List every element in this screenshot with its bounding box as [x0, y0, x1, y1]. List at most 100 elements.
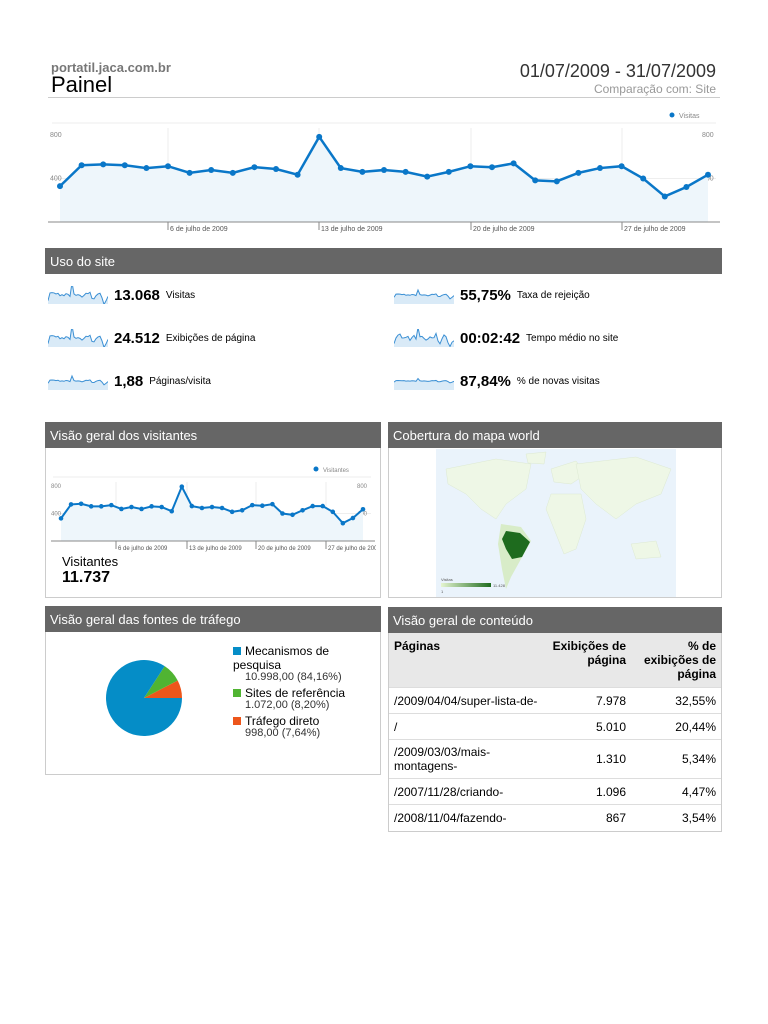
data-point	[209, 504, 215, 510]
data-point	[58, 516, 64, 521]
x-tick-label: 6 de julho de 2009	[170, 226, 228, 233]
metric-value: 55,75%	[460, 286, 511, 304]
x-tick-label: 20 de julho de 2009	[258, 546, 311, 552]
page-path[interactable]: /2009/03/03/mais-montagens-	[389, 739, 543, 779]
metric-item[interactable]: 24.512 Exibições de página	[48, 328, 255, 348]
visitors-overview-panel: Visitantes 6 de julho de 2009 13 de julho …	[45, 448, 381, 598]
metric-item[interactable]: 55,75% Taxa de rejeição	[394, 285, 590, 305]
data-point	[683, 183, 690, 190]
table-row[interactable]: /2009/04/04/super-lista-de- 7.978 32,55%	[389, 687, 721, 714]
data-point	[359, 168, 366, 175]
pageviews: 867	[543, 804, 631, 831]
data-point	[489, 164, 495, 171]
page-path[interactable]: /2009/04/04/super-lista-de-	[389, 687, 543, 714]
table-row[interactable]: /5.010 20,44%	[389, 713, 721, 740]
data-point	[251, 164, 258, 171]
data-point	[705, 171, 711, 178]
data-point	[260, 503, 265, 509]
data-point	[316, 133, 323, 140]
data-point	[199, 505, 205, 511]
metric-value: 13.068	[114, 286, 160, 304]
data-point	[219, 505, 225, 511]
legend-item: Sites de referência 1.072,00 (8,20%)	[233, 686, 373, 711]
legend-item: Tráfego direto 998,00 (7,64%)	[233, 714, 373, 739]
metric-item[interactable]: 1,88 Páginas/visita	[48, 371, 211, 391]
pageview-pct: 20,44%	[631, 713, 721, 740]
data-point	[98, 504, 104, 509]
data-point	[310, 503, 315, 509]
data-point	[68, 502, 74, 507]
data-point	[294, 171, 301, 178]
pageviews: 1.310	[543, 739, 631, 779]
data-point	[139, 506, 144, 512]
legend-label: Mecanismos de pesquisa	[233, 644, 330, 672]
data-point	[661, 193, 668, 200]
visits-chart[interactable]: Visitas 6 de julho de 2009 13 de julho de …	[40, 105, 730, 240]
data-point	[445, 168, 452, 175]
site-usage-header: Uso do site	[45, 248, 722, 274]
page-path[interactable]: /2007/11/28/criando-	[389, 778, 543, 805]
legend-label: Tráfego direto	[245, 714, 320, 728]
area-fill	[61, 486, 363, 541]
data-point	[270, 501, 275, 507]
map-overlay-header[interactable]: Cobertura do mapa world	[388, 422, 722, 448]
pie-slice	[106, 660, 182, 736]
table-row[interactable]: /2007/11/28/criando- 1.096 4,47%	[389, 778, 721, 805]
data-point	[239, 507, 245, 513]
sparkline-icon	[394, 288, 454, 304]
metric-value: 87,84%	[460, 372, 511, 390]
data-point	[510, 160, 517, 167]
data-point	[88, 504, 94, 509]
visitors-overview-header[interactable]: Visão geral dos visitantes	[45, 422, 381, 448]
data-point	[618, 163, 625, 170]
data-point	[109, 502, 114, 508]
data-point	[553, 178, 560, 185]
visitors-chart[interactable]: Visitantes 6 de julho de 2009 13 de julho …	[51, 453, 376, 553]
metric-item[interactable]: 00:02:42 Tempo médio no site	[394, 328, 618, 348]
data-point	[78, 501, 84, 507]
data-point	[273, 166, 279, 173]
content-overview-panel: Páginas Exibições de página % de exibiçõ…	[388, 633, 722, 832]
data-point	[402, 168, 409, 175]
page-path[interactable]: /2008/11/04/fazendo-	[389, 804, 543, 831]
data-point	[424, 173, 431, 180]
data-point	[467, 163, 474, 170]
x-tick-label: 13 de julho de 2009	[321, 226, 383, 233]
metric-label: Taxa de rejeição	[516, 289, 590, 301]
data-point	[179, 484, 185, 489]
content-table: Páginas Exibições de página % de exibiçõ…	[389, 633, 721, 831]
metric-item[interactable]: 13.068 Visitas	[48, 285, 195, 305]
col-pageview-pct: % de exibições de página	[631, 633, 721, 688]
sparkline-icon	[48, 286, 108, 304]
page-path[interactable]: /	[389, 713, 543, 740]
metric-label: Páginas/visita	[149, 375, 211, 387]
content-overview-header[interactable]: Visão geral de conteúdo	[388, 607, 722, 633]
date-range[interactable]: 01/07/2009 - 31/07/2009	[519, 61, 716, 81]
metric-value: 00:02:42	[460, 329, 521, 347]
pageview-pct: 3,54%	[631, 804, 721, 831]
data-point	[640, 175, 647, 182]
y-tick-label-left: 400	[50, 176, 62, 183]
data-point	[320, 503, 326, 509]
table-row[interactable]: /2009/03/03/mais-montagens- 1.310 5,34%	[389, 739, 721, 779]
metric-label: Tempo médio no site	[526, 332, 619, 344]
data-point	[597, 165, 603, 172]
brazil-highlight	[502, 531, 530, 559]
divider	[48, 97, 720, 98]
world-map[interactable]: Visitas 1 11.428	[436, 449, 676, 597]
data-point	[149, 504, 154, 509]
data-point	[229, 509, 235, 515]
metric-item[interactable]: 87,84% % de novas visitas	[394, 371, 600, 391]
table-row[interactable]: /2008/11/04/fazendo- 867 3,54%	[389, 804, 721, 831]
data-point	[159, 504, 164, 510]
x-tick-label: 20 de julho de 2009	[473, 226, 535, 233]
traffic-sources-panel: Mecanismos de pesquisa 10.998,00 (84,16%)…	[45, 632, 381, 775]
comparison-label: Comparação com: Site	[593, 82, 716, 96]
traffic-sources-header[interactable]: Visão geral das fontes de tráfego	[45, 606, 381, 632]
pie-slice	[144, 666, 178, 698]
legend-label: Visitantes	[323, 468, 349, 474]
legend-detail: 1.072,00 (8,20%)	[245, 699, 330, 711]
data-point	[189, 503, 195, 509]
legend-label: Sites de referência	[245, 686, 346, 700]
data-point	[143, 165, 150, 172]
